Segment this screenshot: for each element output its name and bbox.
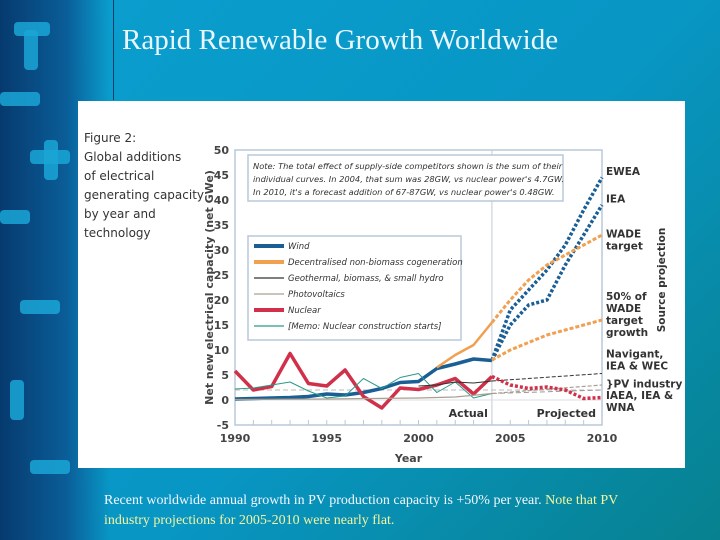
series-line-pv-industry [491, 384, 603, 395]
series-line-wade-target [490, 233, 603, 324]
legend-label: Photovoltaics [288, 290, 345, 300]
chart-panel: Figure 2: Global additions of electrical… [78, 101, 685, 468]
source-label: growth [606, 327, 648, 339]
y-tick-label: 35 [214, 219, 229, 232]
title-divider [113, 0, 114, 100]
legend-label: [Memo: Nuclear construction starts] [288, 322, 441, 332]
x-tick-label: 2000 [403, 432, 434, 445]
x-tick-label: 2005 [495, 432, 526, 445]
legend-label: Wind [288, 242, 310, 252]
series-line-photovoltaics [234, 392, 492, 401]
actual-label: Actual [449, 407, 488, 420]
figure-caption: Figure 2: Global additions of electrical… [84, 129, 209, 243]
source-label: target [606, 315, 643, 327]
series-line-wind [234, 357, 493, 401]
source-label: EWEA [606, 166, 641, 178]
y-tick-label: 30 [214, 244, 230, 257]
figure-caption-line: of electrical [84, 169, 155, 183]
y-tick-label: 45 [214, 169, 229, 182]
y-tick-label: 0 [221, 394, 229, 407]
legend-box [247, 235, 462, 341]
y-tick-label: -5 [217, 419, 229, 432]
series-line-navigant-iea-wec [491, 373, 603, 382]
note-text: In 2010, it's a forecast addition of 67-… [253, 187, 555, 197]
reference-dashed-line [491, 389, 603, 394]
series-line-geothermal-biomass-small-hydro [418, 380, 492, 387]
source-label: Navigant, [606, 349, 663, 361]
source-label: WNA [606, 402, 635, 414]
figure-caption-line: technology [84, 226, 151, 240]
x-tick-label: 1995 [311, 432, 342, 445]
x-tick-label: 1990 [220, 432, 251, 445]
y-tick-label: 50 [214, 144, 230, 157]
legend-label: Nuclear [288, 306, 321, 316]
x-axis-label: Year [394, 452, 423, 465]
y-tick-label: 20 [214, 294, 230, 307]
series-line--memo-nuclear-construction-starts- [234, 373, 493, 399]
source-label: IAEA, IEA & [606, 390, 673, 402]
source-label: target [606, 241, 643, 253]
legend-label: Decentralised non-biomass cogeneration [288, 258, 463, 268]
source-label: WADE [606, 303, 641, 315]
figure-caption-line: generating capacity [84, 188, 205, 202]
series-line-iaea-iea-wna [491, 374, 603, 401]
y-tick-label: 10 [214, 344, 230, 357]
x-tick-label: 2010 [587, 432, 618, 445]
figure-caption-line: Global additions [84, 150, 182, 164]
y-tick-label: 40 [214, 194, 230, 207]
source-label: WADE [606, 229, 641, 241]
series-line-iea [490, 204, 604, 362]
caption-highlight: Note that PV industry projections for 20… [104, 493, 618, 528]
y-tick-label: 5 [221, 369, 229, 382]
series-line-nuclear [233, 351, 494, 410]
caption-text: Recent worldwide annual growth in PV pro… [104, 493, 546, 508]
slide-title: Rapid Renewable Growth Worldwide [122, 24, 559, 56]
series-line-decentralised-non-biomass-cogeneration [436, 321, 493, 369]
note-text: individual curves. In 2004, that sum was… [253, 174, 564, 184]
source-label: }PV industry [606, 379, 682, 391]
note-text: Note: The total effect of supply-side co… [253, 161, 563, 171]
series-line-50-of-wade-target-growth [491, 318, 603, 362]
note-box [247, 154, 564, 202]
series-line-ewea [490, 176, 604, 362]
source-label: 50% of [606, 291, 647, 303]
y-tick-label: 15 [214, 319, 229, 332]
legend-label: Geothermal, biomass, & small hydro [288, 274, 444, 284]
y-axis-label: Net new electrical capacity (net GWe) [203, 170, 216, 405]
projected-label: Projected [537, 407, 596, 420]
source-label: IEA [606, 194, 626, 206]
slide-caption: Recent worldwide annual growth in PV pro… [104, 491, 664, 531]
source-label: IEA & WEC [606, 361, 668, 373]
source-projection-label: Source projection [656, 228, 668, 333]
y-tick-label: 25 [214, 269, 229, 282]
figure-caption-line: Figure 2: [84, 131, 137, 145]
figure-caption-line: by year and [84, 207, 156, 221]
